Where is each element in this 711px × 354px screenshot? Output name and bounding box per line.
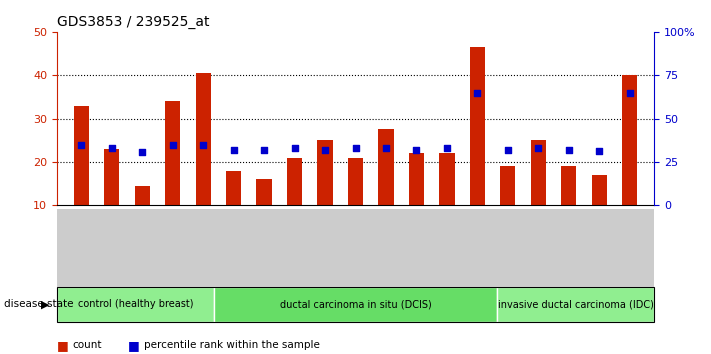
Point <box>563 147 574 153</box>
Point <box>442 145 453 151</box>
Bar <box>470 47 485 249</box>
Point <box>258 147 269 153</box>
Text: ■: ■ <box>57 339 69 352</box>
Bar <box>622 75 637 249</box>
Point <box>106 145 117 151</box>
Point <box>319 147 331 153</box>
Bar <box>196 73 210 249</box>
Point <box>198 142 209 147</box>
Text: ■: ■ <box>128 339 140 352</box>
Point <box>75 142 87 147</box>
Bar <box>592 175 607 249</box>
Bar <box>74 105 89 249</box>
Bar <box>378 130 394 249</box>
Point <box>167 142 178 147</box>
Bar <box>226 171 241 249</box>
Bar <box>409 153 424 249</box>
Bar <box>561 166 577 249</box>
Point <box>289 145 300 151</box>
Bar <box>257 179 272 249</box>
Point <box>624 90 636 96</box>
Text: GDS3853 / 239525_at: GDS3853 / 239525_at <box>57 16 209 29</box>
Bar <box>317 140 333 249</box>
Point <box>380 145 392 151</box>
Point <box>137 149 148 154</box>
Bar <box>287 158 302 249</box>
Bar <box>348 158 363 249</box>
Point <box>350 145 361 151</box>
Bar <box>501 166 515 249</box>
Text: percentile rank within the sample: percentile rank within the sample <box>144 340 319 350</box>
Bar <box>439 153 454 249</box>
Point <box>502 147 513 153</box>
Bar <box>134 186 150 249</box>
Point <box>533 145 544 151</box>
Point <box>228 147 240 153</box>
Point <box>594 148 605 154</box>
Point <box>411 147 422 153</box>
Text: invasive ductal carcinoma (IDC): invasive ductal carcinoma (IDC) <box>498 299 653 309</box>
Point <box>471 90 483 96</box>
Text: count: count <box>73 340 102 350</box>
Bar <box>165 101 181 249</box>
Text: ▶: ▶ <box>41 299 50 309</box>
Text: ductal carcinoma in situ (DCIS): ductal carcinoma in situ (DCIS) <box>279 299 432 309</box>
Bar <box>530 140 546 249</box>
Bar <box>104 149 119 249</box>
Text: control (healthy breast): control (healthy breast) <box>77 299 193 309</box>
Text: disease state: disease state <box>4 299 73 309</box>
